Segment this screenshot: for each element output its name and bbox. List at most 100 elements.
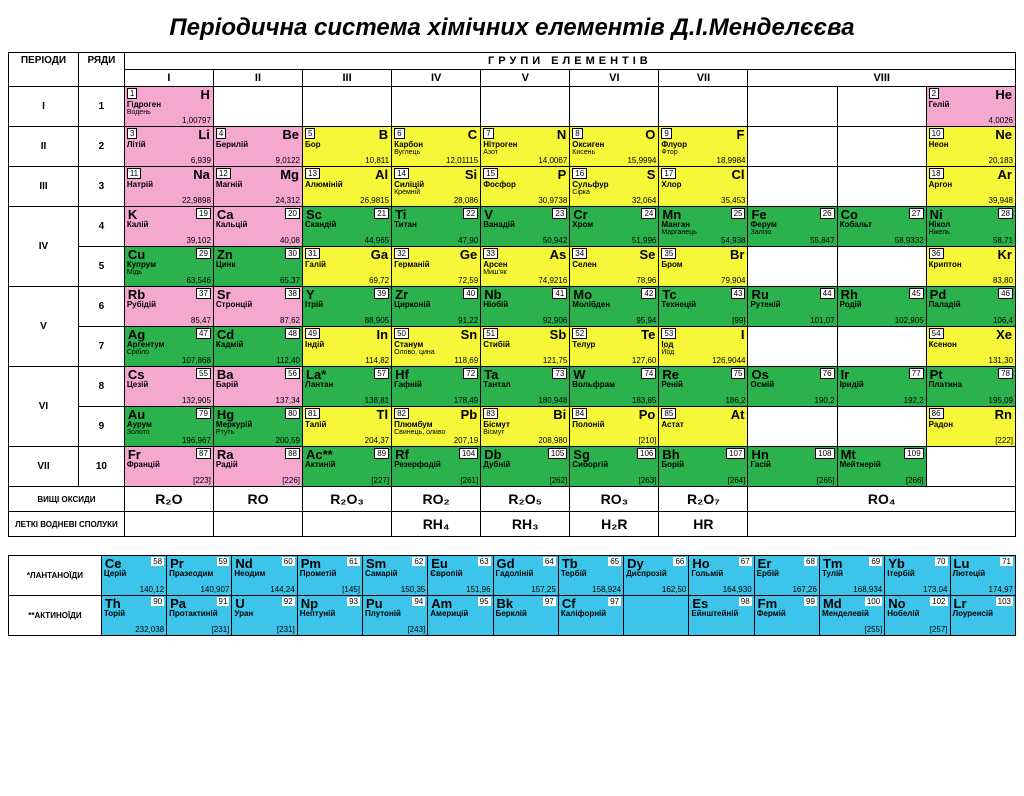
lanth-label: *ЛАНТАНОЇДИ — [9, 556, 102, 596]
empty-cell — [303, 87, 392, 127]
empty-cell — [837, 407, 926, 447]
element-Tc: Tc43 Технецій [99] — [659, 287, 748, 327]
group-6: VI — [570, 70, 659, 87]
element-Ac: Ac**89 Актиній [227] — [303, 447, 392, 487]
element-Ho: Ho67 Гольмій164,930 — [689, 556, 754, 596]
empty-cell — [837, 87, 926, 127]
empty-cell — [837, 247, 926, 287]
element-Bk: Bk97 Берклій — [493, 596, 558, 636]
empty-cell — [481, 87, 570, 127]
empty-f — [624, 596, 689, 636]
element-U: U92 Уран[231] — [232, 596, 297, 636]
element-Rf: Rf104 Резерфодій [261] — [392, 447, 481, 487]
empty-cell — [659, 87, 748, 127]
element-Er: Er68 Ербій167,26 — [754, 556, 819, 596]
element-N: 7N НітрогенАзот 14,0067 — [481, 127, 570, 167]
empty-cell — [837, 327, 926, 367]
oxide-3: RO₂ — [392, 487, 481, 512]
oxide-5: RO₃ — [570, 487, 659, 512]
oxide-7: RO₄ — [748, 487, 1016, 512]
group-1: I — [124, 70, 213, 87]
element-Es: Es98 Ейнштейній — [689, 596, 754, 636]
element-Yb: Yb70 Ітербій173,04 — [885, 556, 950, 596]
element-Mn: Mn25 МанганМарганець 54,938 — [659, 207, 748, 247]
oxides-label: ВИЩІ ОКСИДИ — [9, 487, 125, 512]
element-Ra: Ra88 Радій [226] — [213, 447, 302, 487]
empty-cell — [748, 247, 837, 287]
element-F: 9F ФлуорФтор 18,9984 — [659, 127, 748, 167]
period-0: I — [9, 87, 79, 127]
element-Ca: Ca20 Кальцій 40,08 — [213, 207, 302, 247]
element-Zn: Zn30 Цинк 65,37 — [213, 247, 302, 287]
element-Y: Y39 Ітрій 88,905 — [303, 287, 392, 327]
element-Au: Au79 АурумЗолото 196,967 — [124, 407, 213, 447]
empty-cell — [570, 87, 659, 127]
hydride-3: RH₄ — [392, 512, 481, 537]
group-7: VII — [659, 70, 748, 87]
element-Pt: Pt78 Платина 195,09 — [926, 367, 1015, 407]
element-Mt: Mt109 Мейтнерій [266] — [837, 447, 926, 487]
element-Kr: 36Kr Криптон 83,80 — [926, 247, 1015, 287]
empty-cell — [748, 327, 837, 367]
periodic-table: ПЕРІОДИ РЯДИ ГРУПИ ЕЛЕМЕНТІВIIIIIIIVVVIV… — [8, 52, 1016, 537]
element-Xe: 54Xe Ксенон 131,30 — [926, 327, 1015, 367]
period-7: VI — [9, 367, 79, 447]
element-Ne: 10Ne Неон 20,183 — [926, 127, 1015, 167]
element-Md: Md100 Менделевій[255] — [819, 596, 884, 636]
period-9: VII — [9, 447, 79, 487]
element-La: La*57 Лантан 138,81 — [303, 367, 392, 407]
element-Fm: Fm99 Фермій — [754, 596, 819, 636]
element-Sn: 50Sn СтанумОлово, цина 118,69 — [392, 327, 481, 367]
element-Eu: Eu63 Європій151,96 — [428, 556, 493, 596]
hydrides-label: ЛЕТКІ ВОДНЕВІ СПОЛУКИ — [9, 512, 125, 537]
element-In: 49In Індій 114,82 — [303, 327, 392, 367]
element-Ti: Ti22 Титан 47,90 — [392, 207, 481, 247]
hydride-5: H₂R — [570, 512, 659, 537]
main-title: Періодична система хімічних елементів Д.… — [8, 14, 1016, 42]
group-4: IV — [392, 70, 481, 87]
oxide-6: R₂O₇ — [659, 487, 748, 512]
element-Nb: Nb41 Ніобій 92,906 — [481, 287, 570, 327]
element-Cd: Cd48 Кадмій 112,40 — [213, 327, 302, 367]
element-Re: Re75 Реній 186,2 — [659, 367, 748, 407]
element-Mg: 12Mg Магній 24,312 — [213, 167, 302, 207]
element-Mo: Mo42 Молібден 95,94 — [570, 287, 659, 327]
element-P: 15P Фосфор 30,9738 — [481, 167, 570, 207]
header-periods: ПЕРІОДИ — [9, 53, 79, 87]
element-Pb: 82Pb ПлюмбумСвинець, оливо 207,19 — [392, 407, 481, 447]
element-He: 2He Гелій 4,0026 — [926, 87, 1015, 127]
element-S: 16S СульфурСірка 32,064 — [570, 167, 659, 207]
row-6: 7 — [79, 327, 125, 367]
element-Ag: Ag47 АргентумСрібло 107,868 — [124, 327, 213, 367]
element-Ru: Ru44 Рутеній 101,07 — [748, 287, 837, 327]
element-Pr: Pr59 Празеодим140,907 — [167, 556, 232, 596]
element-At: 85At Астат — [659, 407, 748, 447]
hydride-7 — [748, 512, 1016, 537]
element-Na: 11Na Натрій 22,9898 — [124, 167, 213, 207]
hydride-0 — [124, 512, 213, 537]
empty-cell — [748, 407, 837, 447]
element-Co: Co27 Кобальт 58,9332 — [837, 207, 926, 247]
element-Gd: Gd64 Гадоліній157,25 — [493, 556, 558, 596]
hydride-4: RH₃ — [481, 512, 570, 537]
element-Sc: Sc21 Скандій 44,965 — [303, 207, 392, 247]
element-Ce: Ce58 Церій140,12 — [101, 556, 166, 596]
element-Cl: 17Cl Хлор 35,453 — [659, 167, 748, 207]
empty-cell — [748, 167, 837, 207]
element-Tb: Tb65 Тербій158,924 — [558, 556, 623, 596]
header-rows: РЯДИ — [79, 53, 125, 87]
element-Al: 13Al Алюміній 26,9815 — [303, 167, 392, 207]
element-Rb: Rb37 Рубідій 85,47 — [124, 287, 213, 327]
element-Pa: Pa91 Протактиній[231] — [167, 596, 232, 636]
header-groups: ГРУПИ ЕЛЕМЕНТІВ — [124, 53, 1015, 70]
oxide-2: R₂O₃ — [303, 487, 392, 512]
element-Be: 4Be Берилій 9,0122 — [213, 127, 302, 167]
element-Pm: Pm61 Прометій[145] — [297, 556, 362, 596]
element-Ar: 18Ar Аргон 39,948 — [926, 167, 1015, 207]
element-O: 8O ОксигенКисень 15,9994 — [570, 127, 659, 167]
element-Dy: Dy66 Диспрозій162,50 — [624, 556, 689, 596]
actin-label: **АКТИНОЇДИ — [9, 596, 102, 636]
element-Sg: Sg106 Сиборгій [263] — [570, 447, 659, 487]
element-Sm: Sm62 Самарій150,35 — [362, 556, 427, 596]
period-3: IV — [9, 207, 79, 287]
